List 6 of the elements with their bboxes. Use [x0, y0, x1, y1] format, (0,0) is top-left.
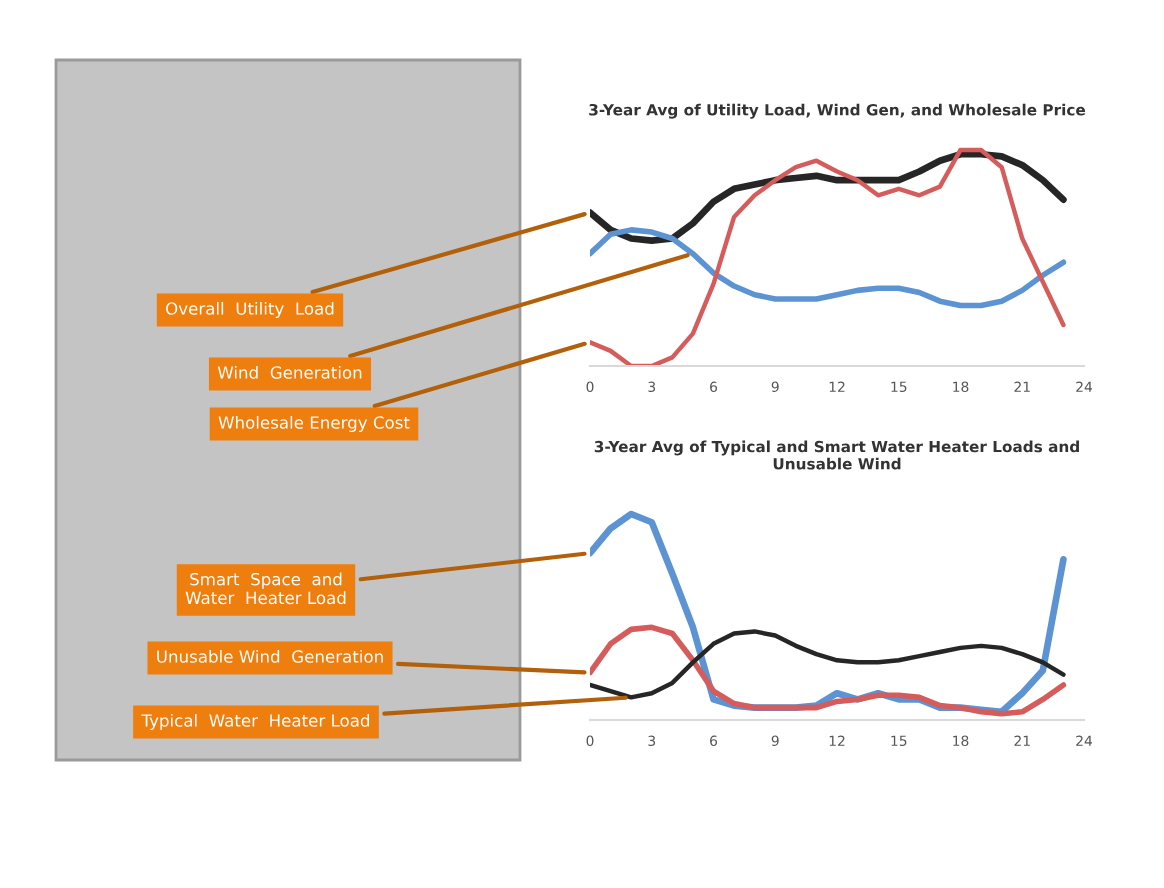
text: Smart Space and Water Heater Load [185, 572, 346, 605]
text: Typical Water Heater Load [141, 713, 369, 731]
text: Overall Utility Load [166, 301, 334, 319]
text: Unusable Wind Generation [157, 649, 383, 663]
text: Wind Generation [217, 365, 362, 379]
text: Wholesale Energy Cost [218, 415, 410, 433]
